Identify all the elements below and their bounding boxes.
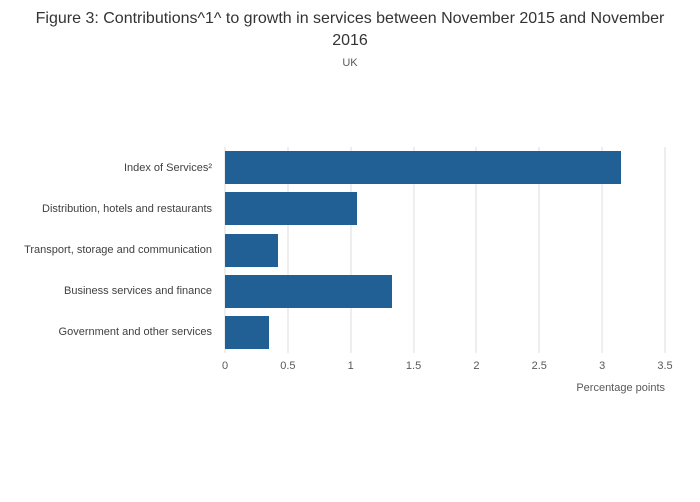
bar-row: Government and other services xyxy=(0,312,665,353)
gridline xyxy=(538,147,540,353)
figure-title: Figure 3: Contributions^1^ to growth in … xyxy=(35,10,665,49)
bar-chart: Index of Services² Distribution, hotels a… xyxy=(0,147,666,353)
x-tick-label: 3 xyxy=(599,360,606,372)
bar[interactable] xyxy=(225,315,269,349)
category-label: Distribution, hotels and restaurants xyxy=(42,202,212,215)
bar-row: Index of Services² xyxy=(0,147,665,188)
bar-row: Business services and finance xyxy=(0,271,665,312)
category-label: Business services and finance xyxy=(64,285,212,298)
figure-subtitle: UK xyxy=(342,57,358,69)
x-tick-labels: 0 0.5 1 1.5 2 2.5 3 3.5 xyxy=(221,360,673,374)
gridline xyxy=(664,147,666,353)
bar[interactable] xyxy=(225,151,621,185)
bar-row: Distribution, hotels and restaurants xyxy=(0,188,665,229)
gridline xyxy=(601,147,603,353)
bar[interactable] xyxy=(225,233,278,267)
x-tick-label: 3.5 xyxy=(657,360,673,372)
category-label: Index of Services² xyxy=(123,161,212,174)
bar-track xyxy=(225,274,665,308)
gridline xyxy=(413,147,415,353)
gridline xyxy=(287,147,289,353)
bar-track xyxy=(225,315,665,349)
x-tick-label: 0.5 xyxy=(280,360,296,372)
x-tick-label: 2.5 xyxy=(531,360,547,372)
x-tick-label: 1.5 xyxy=(405,360,422,372)
bar-track xyxy=(225,192,665,226)
gridline xyxy=(475,147,477,353)
gridline xyxy=(350,147,352,353)
category-label: Transport, storage and communication xyxy=(24,244,212,256)
bar[interactable] xyxy=(225,192,357,226)
x-tick-label: 1 xyxy=(347,360,354,372)
x-tick-label: 2 xyxy=(473,360,480,372)
bar[interactable] xyxy=(225,274,393,308)
bar-track xyxy=(225,151,665,185)
bar-track xyxy=(225,233,665,267)
bar-rows: Index of Services² Distribution, hotels a… xyxy=(0,147,665,353)
x-axis-title: Percentage points xyxy=(576,382,665,394)
bar-row: Transport, storage and communication xyxy=(0,229,665,270)
category-label: Government and other services xyxy=(58,326,212,339)
x-tick-label: 0 xyxy=(221,360,229,372)
